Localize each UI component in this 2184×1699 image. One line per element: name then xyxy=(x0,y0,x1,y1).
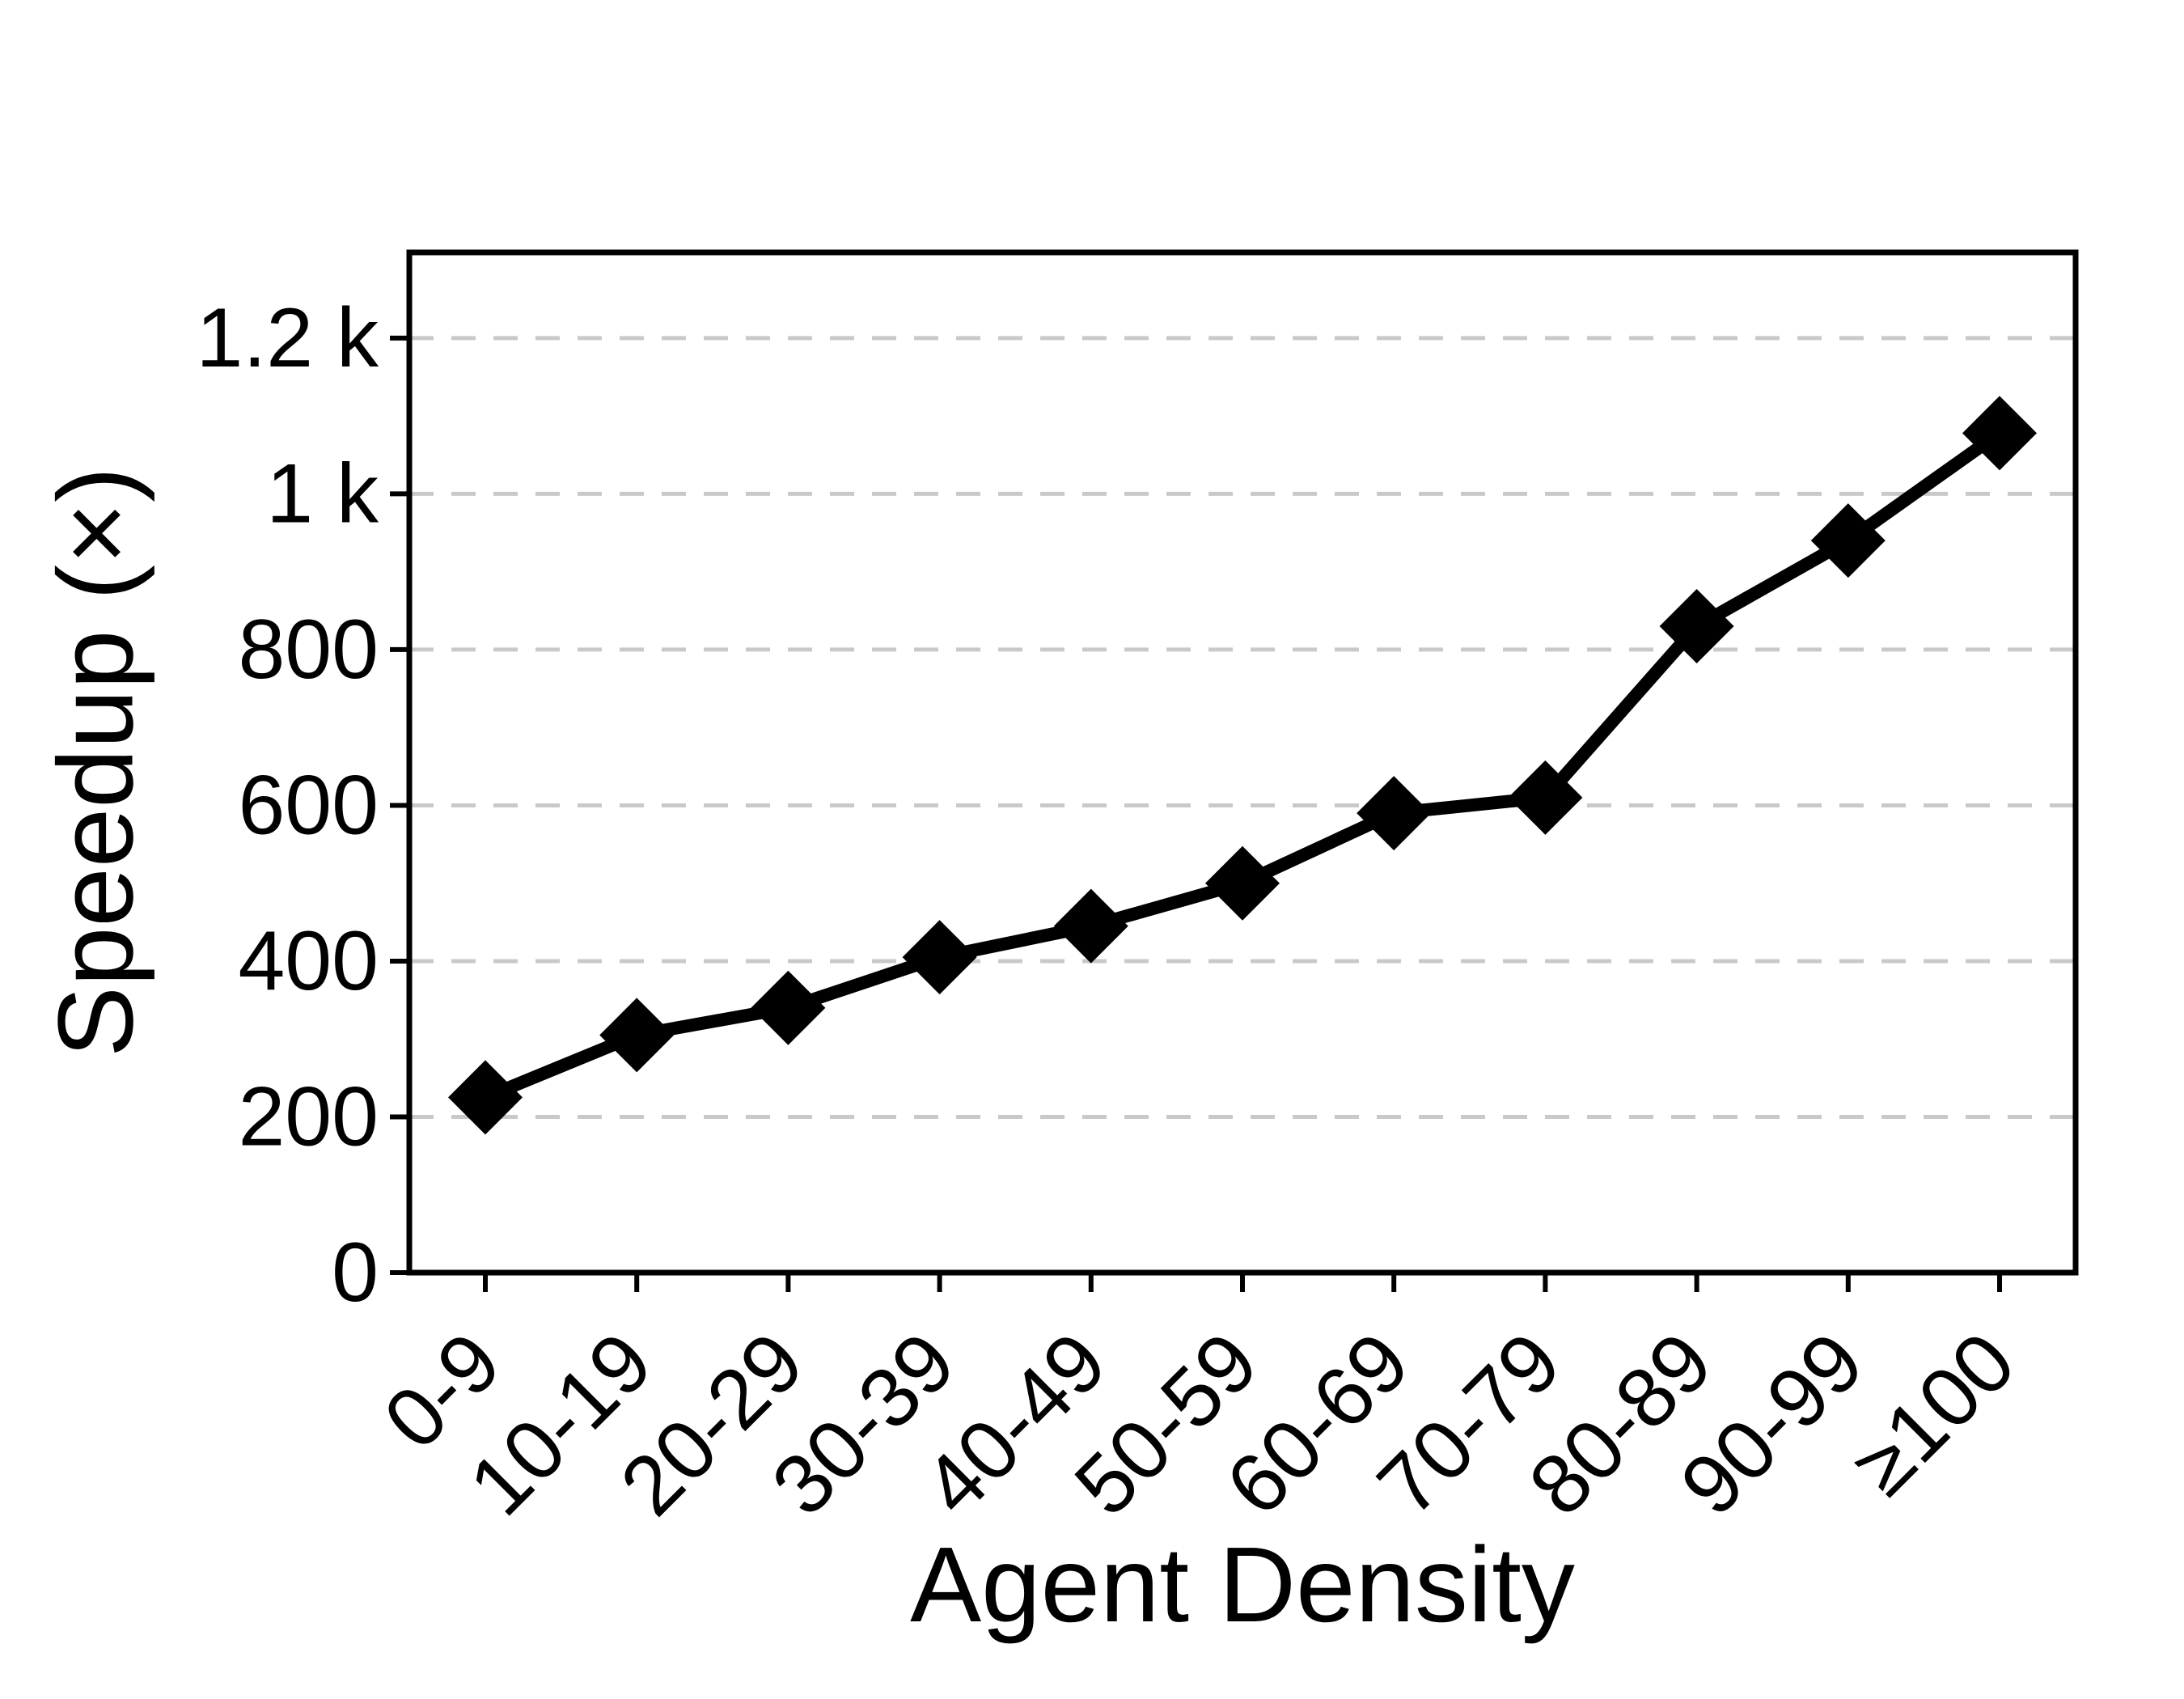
data-point-marker xyxy=(599,998,675,1073)
axes xyxy=(390,249,2079,1292)
y-tick-label: 200 xyxy=(238,1070,379,1163)
y-axis-label: Speedup (×) xyxy=(36,467,155,1057)
data-point-marker xyxy=(1053,888,1128,964)
speedup-line xyxy=(479,426,2006,1104)
gridlines xyxy=(409,336,2076,1119)
data-point-marker xyxy=(448,1060,523,1135)
x-tick-label: ≥100 xyxy=(1835,1315,2033,1513)
data-point-marker xyxy=(902,920,977,995)
y-tick-label: 1 k xyxy=(266,447,379,540)
y-tick-label: 400 xyxy=(238,914,379,1008)
y-tick-label: 600 xyxy=(238,758,379,852)
y-tick-label: 1.2 k xyxy=(197,291,379,385)
data-point-marker xyxy=(1810,503,1886,578)
data-point-marker xyxy=(1659,589,1734,664)
y-tick-label: 800 xyxy=(238,603,379,697)
data-point-marker xyxy=(751,970,826,1045)
data-point-marker xyxy=(1205,845,1280,921)
plot-border xyxy=(406,249,2079,1276)
data-point-marker xyxy=(1508,760,1583,835)
y-tick-label: 0 xyxy=(332,1226,379,1320)
data-series xyxy=(448,396,2037,1135)
data-point-marker xyxy=(1962,396,2037,471)
x-axis-label: Agent Density xyxy=(910,1525,1575,1644)
data-point-marker xyxy=(1357,776,1432,851)
